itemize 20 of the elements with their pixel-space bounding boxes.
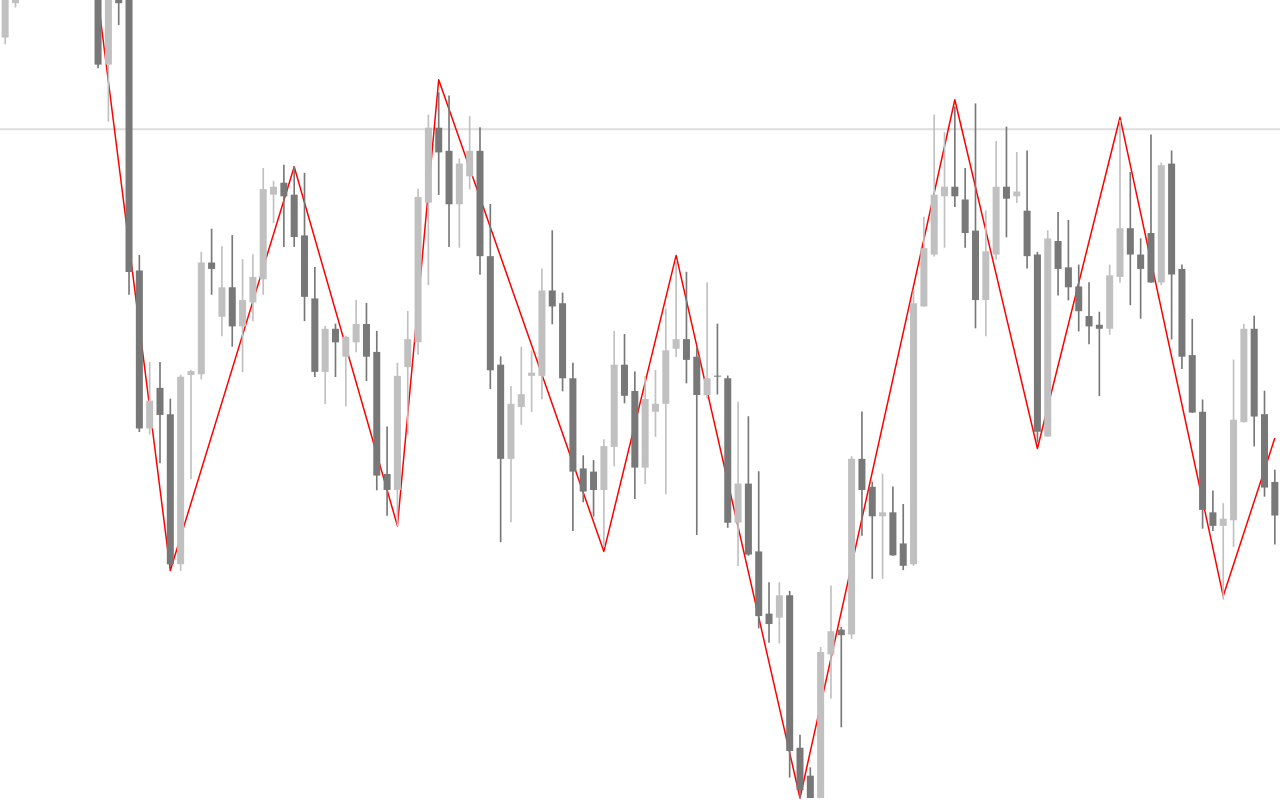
candlestick [1085,282,1093,345]
candlestick [827,585,835,699]
candlestick [858,411,866,536]
candlestick [672,259,680,358]
candlestick [837,626,845,728]
candlestick [383,426,391,516]
candlestick [1126,172,1134,306]
candlestick [404,310,412,435]
candlestick [703,282,711,399]
candlestick [187,369,195,480]
candlestick [548,230,556,325]
candlestick [435,92,443,196]
candlestick [693,347,701,535]
candlestick [765,582,773,643]
candlestick [1219,503,1227,600]
candlestick [951,106,959,208]
candlestick [517,346,525,425]
candlestick [115,0,123,26]
candlestick [734,401,742,567]
candlestick [280,164,288,247]
